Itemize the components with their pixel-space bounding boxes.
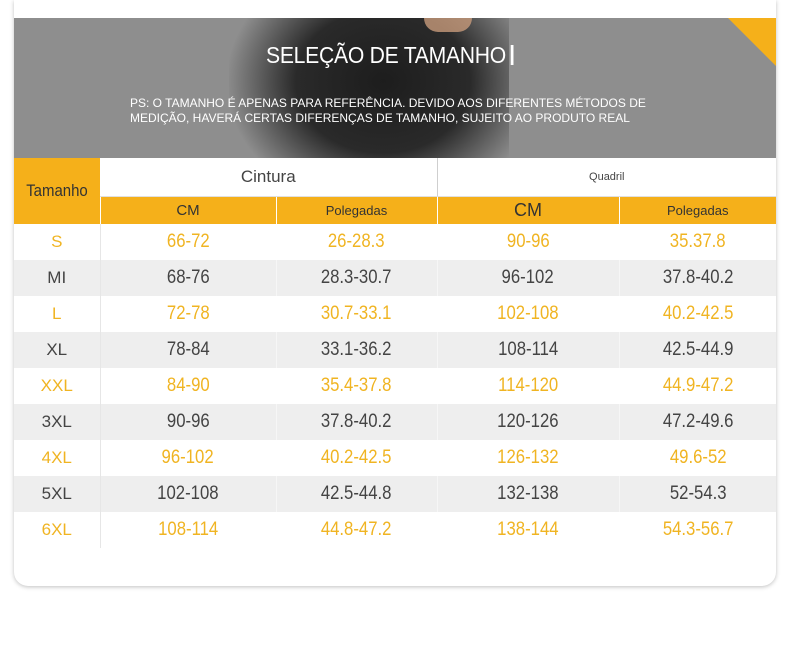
waist-in-cell: 35.4-37.8 bbox=[275, 368, 437, 404]
hip-cm-cell: 138-144 bbox=[436, 512, 619, 548]
waist-header: Cintura bbox=[100, 158, 437, 197]
title-cursor-bar bbox=[510, 45, 514, 65]
hip-cm-cell: 102-108 bbox=[436, 296, 619, 332]
hip-in-cell: 52-54.3 bbox=[618, 476, 776, 512]
waist-cm-cell: 84-90 bbox=[99, 368, 276, 404]
note-line-2: MEDIÇÃO, HAVERÁ CERTAS DIFERENÇAS DE TAM… bbox=[130, 111, 630, 125]
size-chart-card: SELEÇÃO DE TAMANHO PS: O TAMANHO É APENA… bbox=[14, 0, 776, 586]
hip-cm-cell: 108-114 bbox=[436, 332, 619, 368]
waist-in-cell: 42.5-44.8 bbox=[275, 476, 437, 512]
hip-in-cell: 40.2-42.5 bbox=[618, 296, 776, 332]
table-row: L 72-78 30.7-33.1 102-108 40.2-42.5 bbox=[14, 296, 776, 332]
waist-in-cell: 40.2-42.5 bbox=[275, 440, 437, 476]
table-row: 5XL 102-108 42.5-44.8 132-138 52-54.3 bbox=[14, 476, 776, 512]
size-cell: XL bbox=[14, 332, 101, 368]
size-cell: 4XL bbox=[14, 440, 101, 476]
table-row: MI 68-76 28.3-30.7 96-102 37.8-40.2 bbox=[14, 260, 776, 296]
waist-in-cell: 26-28.3 bbox=[275, 224, 437, 260]
note-line-1: PS: O TAMANHO É APENAS PARA REFERÊNCIA. … bbox=[130, 96, 646, 110]
size-cell: MI bbox=[14, 260, 101, 296]
waist-cm-cell: 102-108 bbox=[99, 476, 276, 512]
waist-in-cell: 30.7-33.1 bbox=[275, 296, 437, 332]
table-row: S 66-72 26-28.3 90-96 35.37.8 bbox=[14, 224, 776, 260]
hip-cm-header: CM bbox=[436, 196, 619, 224]
hip-header: Quadril bbox=[436, 158, 776, 197]
waist-in-cell: 28.3-30.7 bbox=[275, 260, 437, 296]
table-row: XL 78-84 33.1-36.2 108-114 42.5-44.9 bbox=[14, 332, 776, 368]
waist-cm-cell: 90-96 bbox=[99, 404, 276, 440]
size-cell: 5XL bbox=[14, 476, 101, 512]
hip-in-header: Polegadas bbox=[618, 196, 776, 224]
waist-in-cell: 33.1-36.2 bbox=[275, 332, 437, 368]
hip-in-cell: 47.2-49.6 bbox=[618, 404, 776, 440]
size-cell: L bbox=[14, 296, 101, 332]
hip-in-cell: 35.37.8 bbox=[618, 224, 776, 260]
product-photo-hand bbox=[424, 18, 472, 32]
table-row: 3XL 90-96 37.8-40.2 120-126 47.2-49.6 bbox=[14, 404, 776, 440]
size-cell: 6XL bbox=[14, 512, 101, 548]
waist-cm-cell: 68-76 bbox=[99, 260, 276, 296]
hip-cm-cell: 114-120 bbox=[436, 368, 619, 404]
waist-cm-cell: 96-102 bbox=[99, 440, 276, 476]
waist-in-cell: 44.8-47.2 bbox=[275, 512, 437, 548]
waist-cm-cell: 72-78 bbox=[99, 296, 276, 332]
table-row: 4XL 96-102 40.2-42.5 126-132 49.6-52 bbox=[14, 440, 776, 476]
hip-cm-cell: 90-96 bbox=[436, 224, 619, 260]
hip-in-cell: 37.8-40.2 bbox=[618, 260, 776, 296]
banner: SELEÇÃO DE TAMANHO PS: O TAMANHO É APENA… bbox=[14, 18, 776, 158]
waist-cm-cell: 108-114 bbox=[99, 512, 276, 548]
hip-cm-cell: 96-102 bbox=[436, 260, 619, 296]
hip-in-cell: 54.3-56.7 bbox=[618, 512, 776, 548]
size-cell: S bbox=[14, 224, 101, 260]
waist-cm-header: CM bbox=[99, 196, 276, 224]
hip-cm-cell: 132-138 bbox=[436, 476, 619, 512]
banner-title-text: SELEÇÃO DE TAMANHO bbox=[266, 42, 507, 68]
waist-cm-cell: 66-72 bbox=[99, 224, 276, 260]
hip-in-cell: 49.6-52 bbox=[618, 440, 776, 476]
size-header: Tamanho bbox=[14, 158, 100, 224]
product-photo-shadow bbox=[229, 18, 509, 158]
waist-in-header: Polegadas bbox=[275, 196, 437, 224]
waist-cm-cell: 78-84 bbox=[99, 332, 276, 368]
hip-cm-cell: 126-132 bbox=[436, 440, 619, 476]
size-cell: 3XL bbox=[14, 404, 101, 440]
corner-accent bbox=[728, 18, 776, 66]
table-row: 6XL 108-114 44.8-47.2 138-144 54.3-56.7 bbox=[14, 512, 776, 548]
table-row: XXL 84-90 35.4-37.8 114-120 44.9-47.2 bbox=[14, 368, 776, 404]
size-table: Tamanho Cintura Quadril CM Polegadas CM … bbox=[14, 158, 776, 548]
banner-title: SELEÇÃO DE TAMANHO bbox=[266, 42, 514, 69]
hip-in-cell: 44.9-47.2 bbox=[618, 368, 776, 404]
size-cell: XXL bbox=[14, 368, 101, 404]
hip-cm-cell: 120-126 bbox=[436, 404, 619, 440]
waist-in-cell: 37.8-40.2 bbox=[275, 404, 437, 440]
hip-in-cell: 42.5-44.9 bbox=[618, 332, 776, 368]
banner-note: PS: O TAMANHO É APENAS PARA REFERÊNCIA. … bbox=[130, 96, 690, 126]
